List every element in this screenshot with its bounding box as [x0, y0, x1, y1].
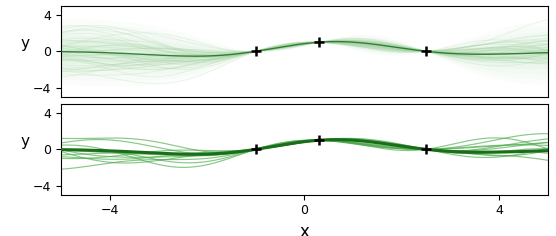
X-axis label: x: x — [300, 223, 309, 236]
Y-axis label: y: y — [20, 36, 29, 51]
Y-axis label: y: y — [20, 134, 29, 149]
